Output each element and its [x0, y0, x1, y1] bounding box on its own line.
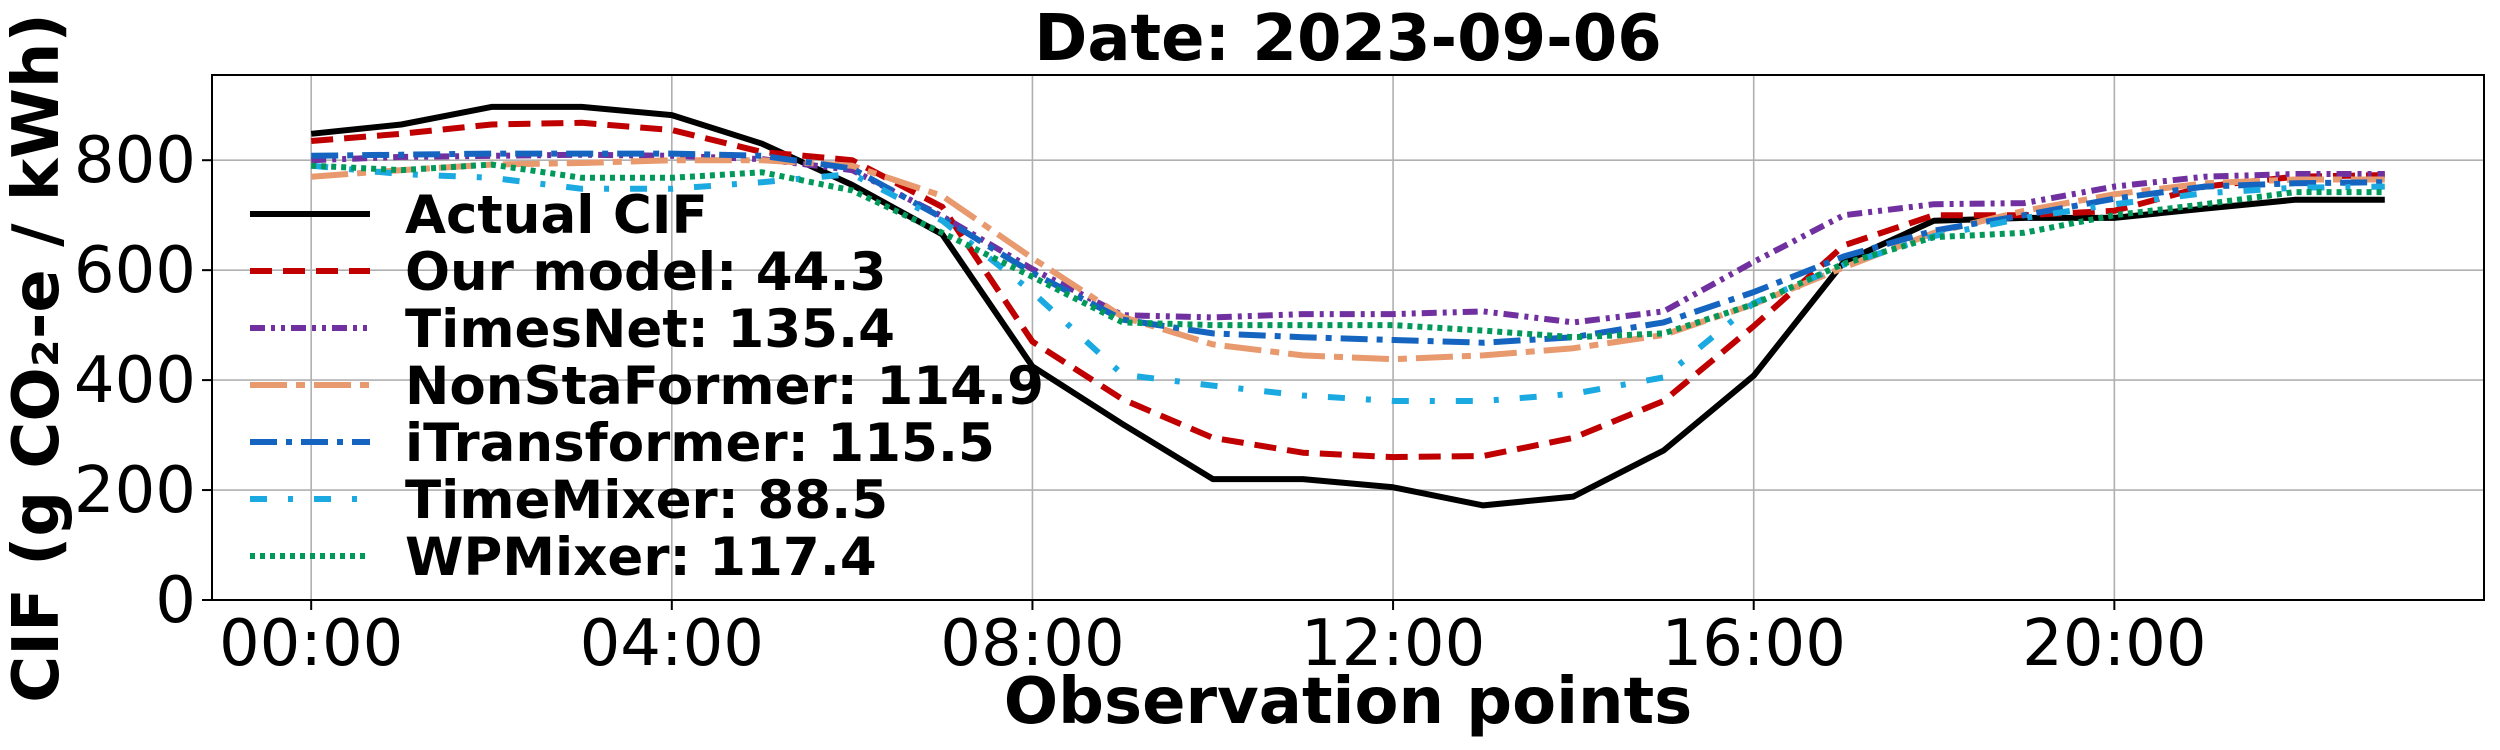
series-line-our-model: [310, 119, 2385, 461]
legend-label-actual-cif: Actual CIF: [405, 185, 708, 246]
legend-label-wpmixer: WPMixer: 117.4: [405, 527, 877, 588]
x-axis-label: Observation points: [1004, 665, 1693, 739]
chart-title: Date: 2023-09-06: [1034, 2, 1662, 76]
plot-frame: [211, 74, 2485, 601]
axis-ticks: 00:00 04:00 08:00 12:00 16:00 20:00 0 200 400 600…: [74, 124, 2207, 681]
legend-label-timesnet: TimesNet: 135.4: [405, 299, 895, 360]
series-line-wpmixer: [311, 161, 2385, 341]
series-line-timesnet: [311, 151, 2385, 326]
y-tick-label: 800: [74, 124, 196, 198]
x-tick-label: 04:00: [580, 607, 764, 681]
series-line-nonstaformer: [310, 157, 2385, 363]
x-tick-label: 12:00: [1301, 607, 1485, 681]
legend-label-our-model: Our model: 44.3: [405, 242, 886, 303]
x-tick-label: 16:00: [1661, 607, 1845, 681]
series-line-itransformer: [311, 150, 2385, 346]
legend-label-timemixer: TimeMixer: 88.5: [405, 470, 888, 531]
y-axis-label: CIF (g CO₂-e / kWh): [0, 13, 74, 702]
y-tick-label: 200: [74, 454, 196, 528]
legend-label-nonstaformer: NonStaFormer: 114.9: [405, 356, 1044, 417]
y-tick-label: 400: [74, 344, 196, 418]
x-tick-label: 00:00: [219, 607, 403, 681]
y-tick-label: 600: [74, 234, 196, 308]
legend-label-itransformer: iTransformer: 115.5: [405, 413, 995, 474]
series-lines: [310, 103, 2385, 509]
y-tick-label: 0: [155, 564, 196, 638]
series-line-actual-cif: [310, 103, 2385, 509]
x-tick-label: 20:00: [2022, 607, 2206, 681]
x-tick-label: 08:00: [940, 607, 1124, 681]
